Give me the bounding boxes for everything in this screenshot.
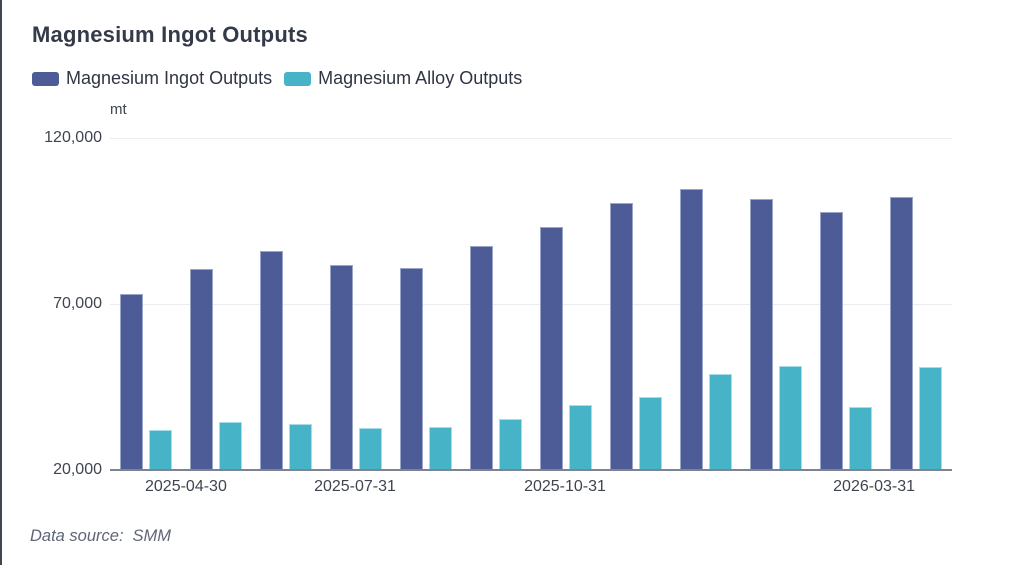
window-left-edge xyxy=(0,0,2,565)
bar-alloy-2025-11-30 xyxy=(638,397,662,470)
bar-ingot-2026-02-28 xyxy=(820,212,844,470)
bar-alloy-2025-12-31 xyxy=(708,374,732,470)
gridline-120000 xyxy=(110,138,952,139)
y-axis-unit-label: mt xyxy=(110,101,127,118)
bar-ingot-2025-10-31 xyxy=(540,226,564,470)
legend: Magnesium Ingot Outputs Magnesium Alloy … xyxy=(32,68,522,89)
bar-alloy-2025-08-31 xyxy=(428,426,452,470)
legend-swatch-alloy-icon xyxy=(284,71,312,86)
x-axis-line xyxy=(110,469,952,471)
y-axis-labels: 20,000 70,000 120,000 xyxy=(0,129,102,478)
y-tick-label-20000: 20,000 xyxy=(53,461,102,478)
x-tick-label-2025-04-30: 2025-04-30 xyxy=(145,478,227,495)
data-source-label: Data source: xyxy=(30,527,124,545)
y-tick-label-70000: 70,000 xyxy=(53,295,102,312)
legend-item-ingot[interactable]: Magnesium Ingot Outputs xyxy=(32,68,272,89)
chart-title: Magnesium Ingot Outputs xyxy=(32,22,308,47)
bar-ingot-2026-01-31 xyxy=(750,198,774,470)
bar-ingot-2025-04-30 xyxy=(120,293,144,470)
bar-alloy-2025-04-30 xyxy=(148,429,172,470)
bar-ingot-2026-03-31 xyxy=(890,197,914,470)
data-source-value: SMM xyxy=(132,527,172,545)
bar-ingot-2025-11-30 xyxy=(610,202,634,470)
bar-alloy-2026-03-31 xyxy=(918,367,942,470)
bar-alloy-2026-02-28 xyxy=(848,407,872,470)
bar-ingot-2025-08-31 xyxy=(400,268,424,470)
bar-ingot-2025-12-31 xyxy=(680,189,704,470)
x-tick-label-2026-03-31: 2026-03-31 xyxy=(833,478,915,495)
legend-item-alloy[interactable]: Magnesium Alloy Outputs xyxy=(284,68,522,89)
x-tick-label-2025-10-31: 2025-10-31 xyxy=(524,478,606,495)
bar-alloy-2025-06-30 xyxy=(288,424,312,470)
x-axis-labels: 2025-04-30 2025-07-31 2025-10-31 2026-03-31 xyxy=(110,478,950,500)
y-tick-label-120000: 120,000 xyxy=(44,129,102,146)
bar-alloy-2025-09-30 xyxy=(498,418,522,470)
bar-ingot-2025-05-31 xyxy=(190,268,214,470)
bar-ingot-2025-06-30 xyxy=(260,251,284,470)
bar-ingot-2025-09-30 xyxy=(470,245,494,470)
bar-ingot-2025-07-31 xyxy=(330,264,354,470)
bar-alloy-2025-10-31 xyxy=(568,404,592,470)
bar-alloy-2026-01-31 xyxy=(778,365,802,470)
legend-swatch-ingot-icon xyxy=(32,71,59,86)
gridline-70000 xyxy=(110,304,952,305)
plot-area xyxy=(110,138,952,471)
bar-alloy-2025-05-31 xyxy=(218,421,242,470)
legend-label-alloy: Magnesium Alloy Outputs xyxy=(318,68,523,88)
x-tick-label-2025-07-31: 2025-07-31 xyxy=(314,478,396,495)
bar-alloy-2025-07-31 xyxy=(358,427,382,470)
data-source: Data source: SMM xyxy=(30,527,171,546)
legend-label-ingot: Magnesium Ingot Outputs xyxy=(66,68,273,88)
